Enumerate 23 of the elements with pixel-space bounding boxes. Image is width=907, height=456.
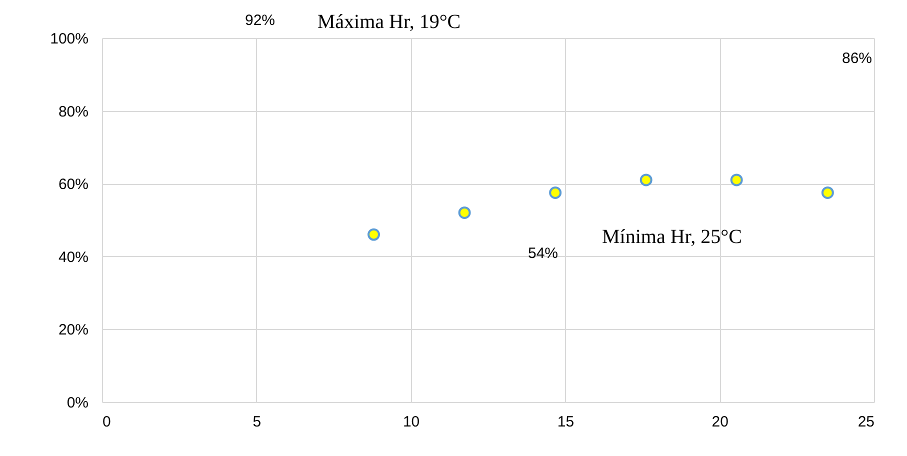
point — [458, 206, 471, 219]
point — [640, 174, 652, 186]
annotation: Mínima Hr, 25°C — [602, 226, 742, 248]
text: Máxima Hr, 19°C — [317, 11, 461, 33]
point — [368, 228, 380, 241]
y-tick-label: 60% — [58, 176, 88, 194]
y-tick-label: 20% — [58, 322, 88, 339]
y-tick-label: 100% — [50, 30, 88, 48]
annotation: 86% — [842, 50, 872, 67]
y-tick-label: 80% — [58, 103, 88, 120]
annotation: 54% — [528, 245, 558, 262]
x-tick-label: 0 — [102, 414, 111, 430]
y-tick-label: 0% — [66, 394, 88, 412]
x-tick-label: 5 — [252, 414, 262, 430]
text: 92% — [244, 12, 276, 29]
point — [549, 186, 562, 199]
x-tick-label: 25 — [858, 414, 874, 430]
point — [730, 174, 743, 186]
x-tick-label: 20 — [712, 414, 728, 430]
point — [821, 186, 834, 199]
y-tick-label: 40% — [58, 248, 88, 266]
x-tick-label: 15 — [557, 414, 574, 430]
x-tick-label: 10 — [402, 414, 420, 430]
